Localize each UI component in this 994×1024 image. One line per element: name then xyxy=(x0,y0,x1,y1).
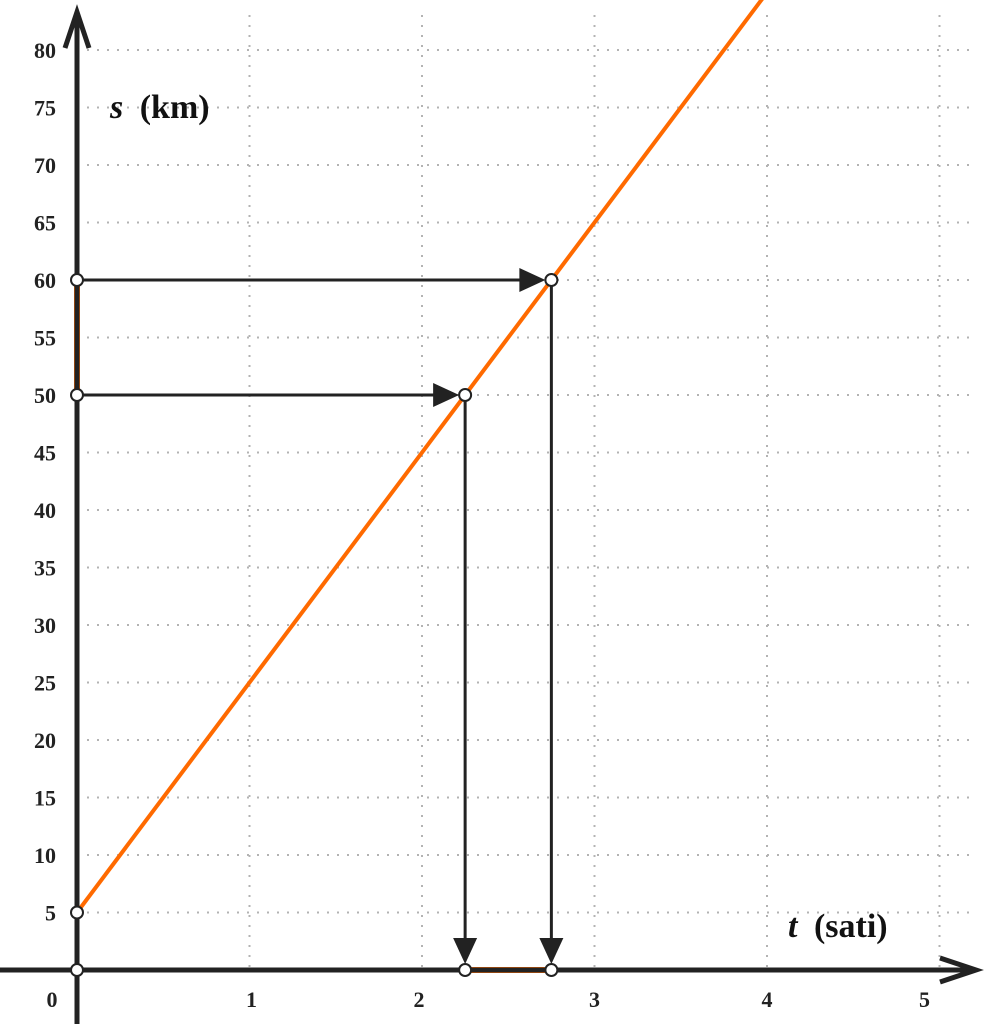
x-tick-label-1: 1 xyxy=(246,987,257,1012)
marked-point-6 xyxy=(458,963,473,977)
guide-arrows xyxy=(77,268,564,964)
y-tick-label-10: 10 xyxy=(34,843,56,868)
marked-point-7 xyxy=(544,963,559,977)
x-tick-label-4: 4 xyxy=(762,987,773,1012)
marked-point-1 xyxy=(70,963,84,977)
y-tick-label-45: 45 xyxy=(34,441,56,466)
x-axis-unit: (sati) xyxy=(814,908,888,945)
y-tick-label-30: 30 xyxy=(34,613,56,638)
x-axis-arrow xyxy=(939,955,984,985)
y-tick-label-40: 40 xyxy=(34,498,56,523)
marked-point-0 xyxy=(70,905,84,920)
marked-points xyxy=(70,273,559,977)
guide-arrowhead-right-1 xyxy=(519,268,546,292)
series-group xyxy=(75,0,764,914)
marked-point-5 xyxy=(544,273,559,287)
x-tick-label-3: 3 xyxy=(589,987,600,1012)
y-axis-arrow xyxy=(62,4,92,49)
x-axis-label: t (sati) xyxy=(788,908,888,945)
y-axis-label: s (km) xyxy=(109,89,210,126)
y-tick-label-80: 80 xyxy=(34,38,56,63)
y-tick-label-25: 25 xyxy=(34,671,56,696)
y-tick-label-20: 20 xyxy=(34,728,56,753)
y-tick-label-5: 5 xyxy=(45,901,56,926)
y-tick-label-15: 15 xyxy=(34,786,56,811)
grid xyxy=(77,15,973,970)
y-tick-label-70: 70 xyxy=(34,153,56,178)
y-tick-label-50: 50 xyxy=(34,383,56,408)
marked-point-3 xyxy=(70,273,84,287)
y-tick-label-65: 65 xyxy=(34,211,56,236)
x-tick-label-0: 0 xyxy=(47,987,58,1012)
y-tick-label-55: 55 xyxy=(34,326,56,351)
guide-arrowhead-down-0 xyxy=(453,938,478,964)
x-axis-var: t xyxy=(788,908,799,945)
y-tick-label-75: 75 xyxy=(34,96,56,121)
y-axis-unit: (km) xyxy=(140,89,210,126)
x-tick-label-2: 2 xyxy=(414,987,425,1012)
axes xyxy=(0,4,984,1024)
marked-point-4 xyxy=(458,388,473,402)
y-tick-label-60: 60 xyxy=(34,268,56,293)
series-line-0 xyxy=(75,0,764,914)
guide-arrowhead-right-0 xyxy=(433,383,460,407)
x-tick-label-5: 5 xyxy=(919,987,930,1012)
guide-arrowhead-down-1 xyxy=(539,938,564,964)
y-tick-label-35: 35 xyxy=(34,556,56,581)
y-axis-var: s xyxy=(109,89,123,126)
marked-point-2 xyxy=(70,388,84,402)
